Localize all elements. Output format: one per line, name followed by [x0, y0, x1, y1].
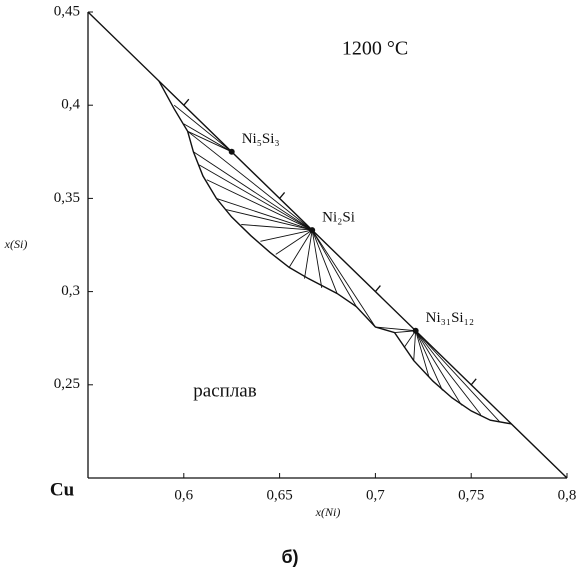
tie-line	[225, 209, 313, 231]
y-tick-label: 0,4	[61, 97, 80, 113]
annotation: Cu	[50, 479, 75, 500]
boundary-tick	[470, 378, 477, 386]
tie-line	[375, 326, 416, 332]
tie-line	[288, 229, 313, 268]
tie-line	[260, 229, 313, 242]
tie-line	[311, 229, 357, 307]
y-tick-label: 0,45	[54, 3, 80, 19]
x-tick-label: 0,75	[458, 487, 484, 503]
compound-label: Ni₂Si	[322, 210, 355, 226]
tie-line	[394, 330, 416, 334]
tie-line	[241, 224, 313, 231]
tie-line	[415, 330, 443, 391]
chart-title: 1200 °C	[342, 38, 408, 60]
compound-point	[309, 227, 316, 234]
tie-line	[311, 229, 376, 328]
tie-line	[415, 330, 430, 378]
tie-line	[183, 123, 232, 153]
tie-line	[187, 130, 232, 153]
y-tick-label: 0,25	[54, 376, 80, 392]
tie-line	[216, 197, 313, 231]
y-tick-label: 0,35	[54, 190, 80, 206]
tie-line	[415, 330, 463, 406]
caption: б)	[281, 547, 298, 567]
tie-line	[193, 151, 313, 231]
tie-line	[275, 229, 313, 255]
tie-line	[413, 330, 417, 361]
x-axis-label: x(Ni)	[315, 505, 341, 519]
tie-line	[187, 130, 313, 231]
annotation: расплав	[193, 380, 256, 401]
tie-line	[415, 330, 501, 423]
tie-line	[304, 230, 313, 279]
compound-point	[228, 148, 235, 155]
x-tick-label: 0,65	[266, 487, 292, 503]
boundary-tick	[374, 285, 381, 293]
boundary-tick	[279, 191, 286, 199]
tie-line	[173, 104, 232, 153]
tie-line	[311, 229, 338, 294]
x-tick-label: 0,6	[174, 487, 193, 503]
x-tick-label: 0,8	[558, 487, 577, 503]
x-tick-label: 0,7	[366, 487, 385, 503]
y-axis-label: x(Si)	[4, 237, 28, 251]
y-tick-label: 0,3	[61, 283, 80, 299]
boundary-tick	[183, 98, 190, 106]
compound-point	[412, 327, 419, 334]
liquidus-curve	[158, 80, 512, 425]
tie-line	[206, 179, 313, 231]
tie-line	[164, 86, 233, 153]
compound-label: Ni₅Si₃	[242, 131, 280, 147]
tie-line	[415, 330, 482, 415]
tie-line	[311, 230, 323, 288]
tie-line	[403, 330, 417, 348]
tie-line	[198, 164, 313, 231]
compound-label: Ni₃₁Si₁₂	[426, 310, 474, 326]
